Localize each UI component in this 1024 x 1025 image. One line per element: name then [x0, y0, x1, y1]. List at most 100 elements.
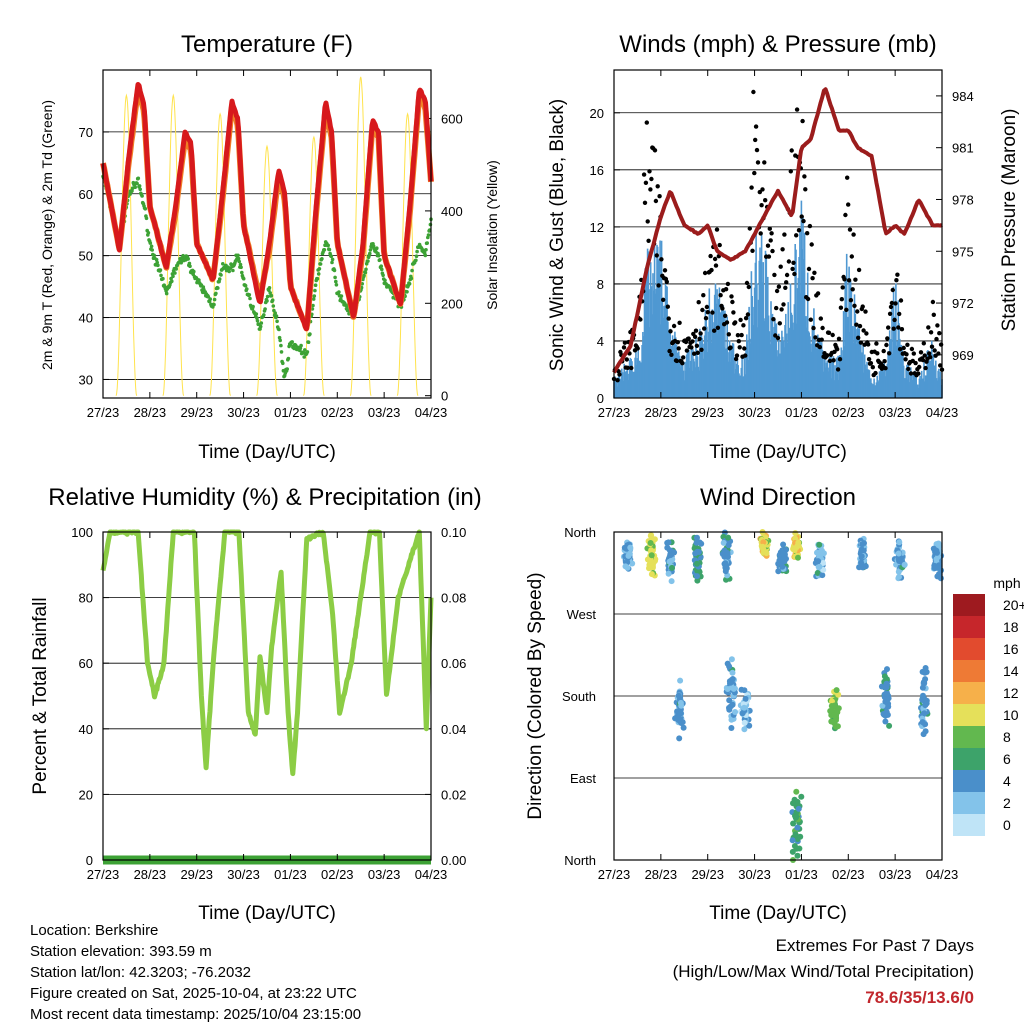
created-text: Figure created on Sat, 2025-10-04, at 23… — [30, 985, 357, 1002]
direction-title: Wind Direction — [700, 484, 856, 511]
gust-point — [813, 335, 818, 340]
winds-ytick-label: 16 — [590, 163, 604, 178]
solar-insolation-line — [256, 144, 278, 396]
gust-point — [677, 320, 682, 325]
direction-point — [797, 833, 804, 840]
direction-point — [694, 577, 701, 584]
gust-point — [881, 348, 886, 354]
direction-ytick-label: West — [567, 607, 597, 622]
direction-point — [814, 549, 820, 556]
direction-point — [665, 570, 672, 577]
direction-point — [759, 543, 766, 550]
direction-point — [647, 540, 654, 546]
dewpoint-point — [174, 267, 178, 271]
temperature-xtick-label: 01/23 — [274, 405, 307, 420]
dewpoint-point — [318, 262, 323, 266]
dewpoint-point — [231, 268, 235, 273]
winds-xtick-label: 30/23 — [738, 405, 771, 420]
dewpoint-point — [329, 254, 334, 259]
gust-point — [753, 124, 759, 129]
direction-point — [934, 573, 941, 580]
gust-point — [723, 287, 729, 292]
dewpoint-point — [268, 291, 273, 295]
winds-xtick-label: 04/23 — [926, 405, 959, 420]
direction-point — [919, 684, 926, 691]
temperature-y2tick-label: 600 — [441, 112, 463, 127]
gust-point — [866, 357, 872, 362]
humidity-xtick-label: 04/23 — [415, 867, 448, 882]
humidity-xtick-label: 27/23 — [87, 867, 120, 882]
temperature-ytick-label: 30 — [79, 372, 93, 387]
humidity-xtick-label: 03/23 — [368, 867, 401, 882]
gust-point — [760, 187, 765, 192]
gust-point — [903, 357, 908, 362]
direction-point — [895, 568, 902, 575]
gust-point — [723, 313, 728, 318]
gust-point — [845, 175, 850, 180]
dewpoint-point — [339, 294, 344, 298]
direction-point — [789, 848, 796, 855]
direction-point — [648, 552, 655, 559]
gust-point — [928, 355, 933, 360]
humidity-xtick-label: 28/23 — [134, 867, 167, 882]
temperature-ytick-label: 40 — [79, 311, 93, 326]
gust-point — [733, 320, 738, 325]
direction-point — [694, 534, 700, 541]
dewpoint-point — [212, 302, 216, 307]
direction-point — [884, 666, 890, 673]
direction-xtick-label: 28/23 — [645, 867, 678, 882]
legend-swatch — [953, 594, 985, 616]
direction-point — [724, 686, 731, 692]
gust-point — [728, 345, 733, 350]
dewpoint-point — [409, 276, 414, 281]
gust-point — [744, 280, 750, 286]
direction-point — [795, 805, 802, 812]
dewpoint-point — [146, 231, 151, 235]
gust-point — [882, 359, 887, 364]
dewpoint-point — [161, 276, 165, 281]
direction-point — [720, 539, 727, 546]
gust-point — [937, 331, 942, 336]
gust-point — [835, 367, 841, 372]
direction-point — [919, 719, 926, 726]
direction-point — [831, 712, 837, 719]
gust-point — [655, 184, 660, 189]
dewpoint-point — [311, 297, 316, 301]
gust-point — [781, 302, 786, 307]
gust-point — [621, 345, 627, 350]
gust-point — [806, 266, 812, 272]
gust-point — [812, 270, 817, 275]
gust-point — [774, 305, 779, 311]
gust-point — [904, 352, 909, 357]
dewpoint-point — [376, 253, 381, 258]
dewpoint-point — [155, 260, 159, 265]
gust-point — [861, 328, 866, 333]
legend-label: 6 — [1003, 751, 1011, 767]
winds-panel: Winds (mph) & Pressure (mb) 0 4 8 12 16 20 969… — [547, 31, 1020, 463]
direction-xtick-label: 27/23 — [598, 867, 631, 882]
gust-point — [839, 297, 844, 302]
gust-point — [662, 268, 668, 273]
winds-xtick-label: 03/23 — [879, 405, 912, 420]
gust-point — [894, 278, 899, 283]
direction-xtick-label: 04/23 — [926, 867, 959, 882]
gust-point — [775, 335, 781, 341]
gust-point — [852, 303, 857, 308]
gust-point — [835, 347, 840, 352]
temp-2m-line — [100, 82, 434, 332]
dewpoint-point — [364, 267, 368, 272]
dewpoint-point — [273, 311, 278, 315]
gust-point — [913, 360, 918, 366]
direction-point — [675, 692, 682, 699]
gust-point — [768, 238, 773, 243]
dewpoint-point — [271, 304, 276, 308]
gust-point — [923, 365, 928, 371]
temperature-xtick-label: 29/23 — [180, 405, 213, 420]
legend-swatch — [953, 792, 985, 814]
direction-point — [675, 714, 682, 721]
gust-point — [669, 352, 674, 357]
temperature-panel: Temperature (F) 30 40 50 60 70 0 200 400 600 27/2… — [39, 31, 500, 463]
direction-point — [629, 560, 636, 567]
gust-point — [896, 325, 901, 330]
direction-point — [627, 544, 634, 551]
